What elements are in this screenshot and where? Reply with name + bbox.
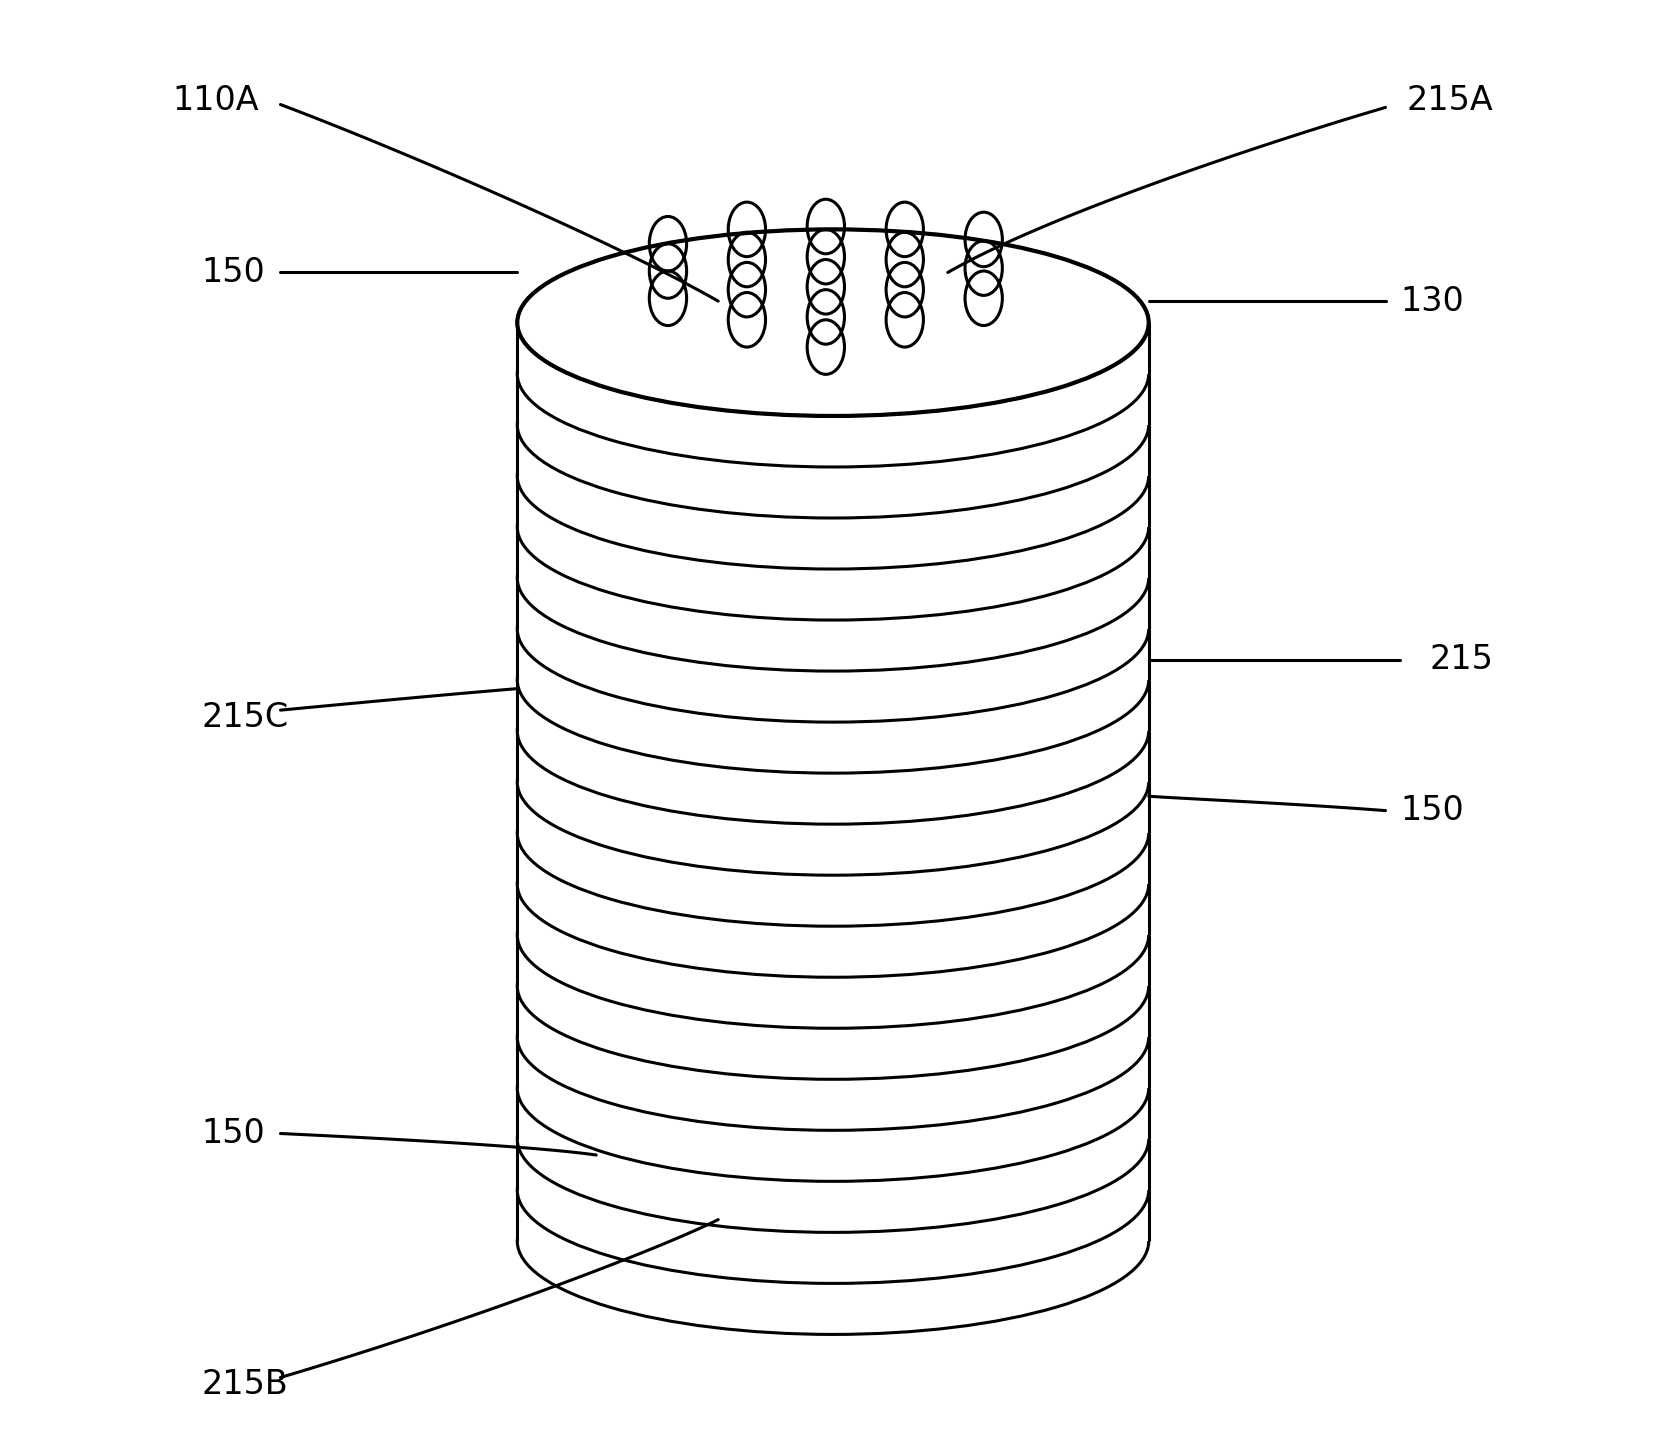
- Ellipse shape: [516, 1097, 1150, 1284]
- Polygon shape: [516, 985, 1150, 1037]
- Ellipse shape: [516, 536, 1150, 722]
- Text: 110A: 110A: [173, 84, 260, 117]
- Ellipse shape: [516, 587, 1150, 774]
- Polygon shape: [516, 782, 1150, 833]
- Polygon shape: [516, 884, 1150, 935]
- Polygon shape: [516, 1037, 1150, 1088]
- Ellipse shape: [516, 383, 1150, 569]
- Ellipse shape: [516, 739, 1150, 926]
- Polygon shape: [516, 323, 1150, 374]
- Ellipse shape: [516, 943, 1150, 1130]
- Text: 215C: 215C: [202, 701, 288, 733]
- Polygon shape: [516, 1139, 1150, 1190]
- Ellipse shape: [516, 842, 1150, 1029]
- Text: 215B: 215B: [202, 1368, 288, 1401]
- Ellipse shape: [516, 433, 1150, 620]
- Polygon shape: [516, 1190, 1150, 1242]
- Ellipse shape: [516, 1046, 1150, 1232]
- Polygon shape: [516, 527, 1150, 578]
- Text: 215A: 215A: [1406, 84, 1493, 117]
- Text: 130: 130: [1401, 284, 1464, 317]
- Ellipse shape: [516, 229, 1150, 416]
- Polygon shape: [516, 935, 1150, 985]
- Text: 150: 150: [1401, 794, 1464, 827]
- Text: 215: 215: [1429, 643, 1493, 677]
- Polygon shape: [516, 1088, 1150, 1139]
- Ellipse shape: [516, 995, 1150, 1181]
- Polygon shape: [516, 578, 1150, 629]
- Polygon shape: [516, 475, 1150, 527]
- Ellipse shape: [516, 1148, 1150, 1335]
- Text: 150: 150: [202, 1117, 265, 1151]
- Ellipse shape: [516, 688, 1150, 875]
- Ellipse shape: [516, 893, 1150, 1080]
- Ellipse shape: [516, 281, 1150, 467]
- Polygon shape: [516, 730, 1150, 782]
- Polygon shape: [516, 680, 1150, 730]
- Ellipse shape: [516, 791, 1150, 977]
- Ellipse shape: [516, 229, 1150, 416]
- Ellipse shape: [516, 332, 1150, 517]
- Polygon shape: [516, 425, 1150, 475]
- Ellipse shape: [516, 638, 1150, 824]
- Polygon shape: [516, 833, 1150, 884]
- Ellipse shape: [516, 484, 1150, 671]
- Text: 150: 150: [202, 256, 265, 288]
- Polygon shape: [516, 374, 1150, 425]
- Polygon shape: [516, 629, 1150, 680]
